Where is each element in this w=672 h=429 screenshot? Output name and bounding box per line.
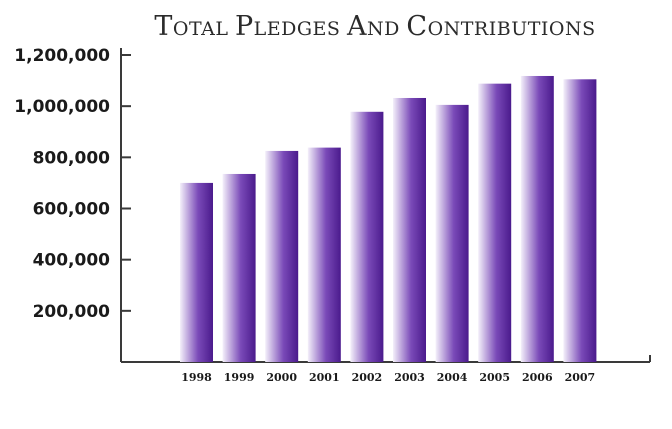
- x-tick-label-2004: 2004: [437, 371, 468, 384]
- x-tick-label-2006: 2006: [522, 371, 553, 384]
- bar-2002: [350, 111, 384, 362]
- x-tick-label-1999: 1999: [224, 371, 255, 384]
- bar-1999: [222, 173, 256, 362]
- x-axis-ticks: 1998 1999 2000 2001 2002 2003 2004 2005 2006 2007: [181, 371, 595, 384]
- y-tick-label: 1,200,000: [14, 46, 110, 66]
- x-tick-label-2002: 2002: [352, 371, 383, 384]
- y-tick-label: 800,000: [33, 148, 111, 168]
- y-tick-label: 200,000: [33, 302, 111, 322]
- bar-2003: [393, 97, 426, 362]
- bar-2000: [265, 150, 299, 362]
- x-tick-label-2003: 2003: [394, 371, 425, 384]
- y-tick-label: 600,000: [33, 200, 111, 220]
- y-axis-ticks: 200,000 400,000 600,000 800,000 1,000,000 1,2…: [14, 46, 131, 322]
- x-tick-label-1998: 1998: [181, 371, 212, 384]
- x-tick-label-2000: 2000: [266, 371, 297, 384]
- bar-2007: [563, 79, 597, 362]
- bar-1998: [180, 182, 213, 362]
- y-tick-label: 1,000,000: [14, 97, 110, 117]
- x-tick-label-2001: 2001: [309, 371, 340, 384]
- bar-2004: [435, 104, 469, 362]
- bar-2001: [307, 147, 341, 362]
- bar-2005: [478, 83, 512, 363]
- bar-2006: [520, 75, 554, 362]
- x-tick-label-2007: 2007: [565, 371, 596, 384]
- bars-group: [180, 75, 597, 363]
- y-tick-label: 400,000: [33, 251, 111, 271]
- x-tick-label-2005: 2005: [479, 371, 510, 384]
- chart-title: TOTAL PLEDGES AND CONTRIBUTIONS: [154, 11, 595, 42]
